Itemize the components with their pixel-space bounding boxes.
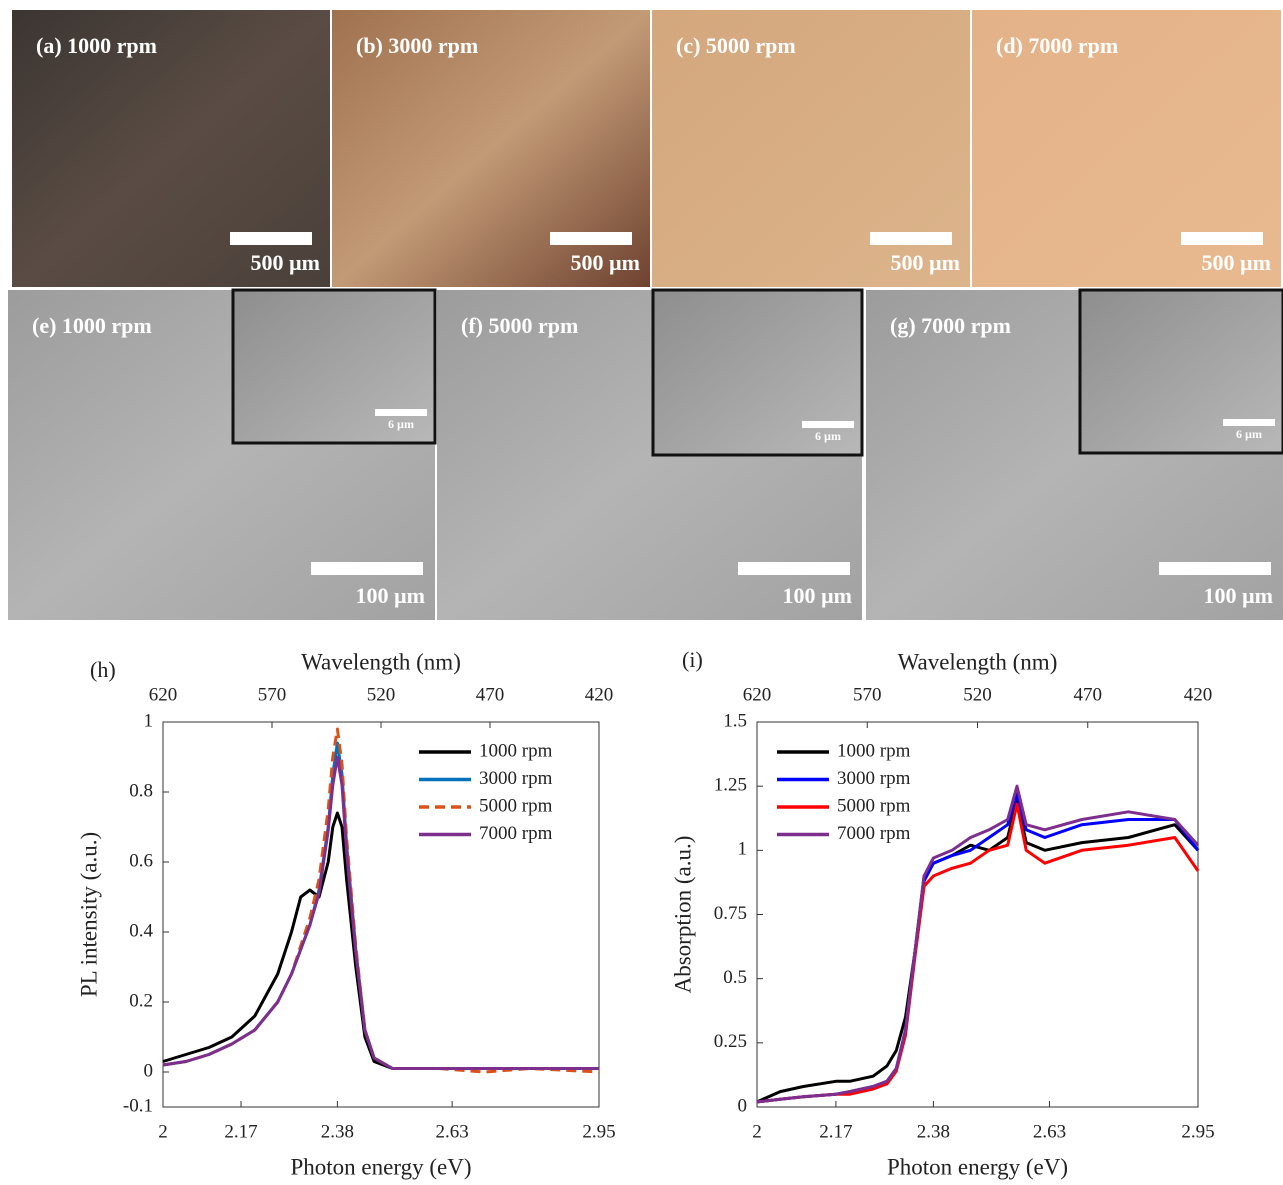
- x-tick-label: 2.63: [436, 1121, 469, 1142]
- series-line: [757, 794, 1198, 1102]
- legend-label: 5000 rpm: [479, 795, 553, 816]
- panel-label: (f) 5000 rpm: [461, 313, 578, 338]
- y-tick-label: 0.5: [723, 967, 747, 988]
- x2-tick-label: 620: [743, 684, 772, 705]
- scale-label: 100 µm: [355, 583, 425, 608]
- y-tick-label: 0.75: [714, 903, 747, 924]
- inset-scale-bar: [375, 409, 427, 416]
- legend-label: 3000 rpm: [837, 768, 911, 789]
- x2-tick-label: 570: [258, 684, 287, 705]
- x2-axis-title: Wavelength (nm): [301, 649, 461, 674]
- x-tick-label: 2.95: [1181, 1121, 1214, 1142]
- scale-label: 500 µm: [570, 250, 640, 275]
- panel-label: (d) 7000 rpm: [996, 33, 1118, 58]
- inset-scale-label: 6 µm: [388, 417, 414, 431]
- y-tick-label: 0.8: [129, 780, 153, 801]
- x-tick-label: 2.17: [224, 1121, 257, 1142]
- x2-tick-label: 620: [149, 684, 178, 705]
- x2-tick-label: 420: [585, 684, 614, 705]
- y-tick-label: 1.25: [714, 775, 747, 796]
- series-line: [163, 743, 599, 1069]
- inset-scale-label: 6 µm: [815, 429, 841, 443]
- x-tick-label: 2.95: [582, 1121, 615, 1142]
- panel-label: (e) 1000 rpm: [32, 313, 152, 338]
- legend-label: 7000 rpm: [479, 823, 553, 844]
- scale-label: 100 µm: [1203, 583, 1273, 608]
- y-tick-label: -0.1: [123, 1095, 153, 1116]
- scale-bar: [311, 562, 423, 575]
- legend-label: 3000 rpm: [479, 768, 553, 789]
- legend-label: 5000 rpm: [837, 795, 911, 816]
- x2-tick-label: 570: [853, 684, 882, 705]
- series-line: [757, 804, 1198, 1102]
- x-axis-title: Photon energy (eV): [887, 1154, 1068, 1179]
- panel-label: (g) 7000 rpm: [890, 313, 1011, 338]
- x2-tick-label: 420: [1184, 684, 1213, 705]
- x-tick-label: 2: [752, 1121, 762, 1142]
- x2-axis-title: Wavelength (nm): [898, 649, 1058, 674]
- series-line: [163, 813, 599, 1069]
- scale-label: 500 µm: [250, 250, 320, 275]
- panel-label: (c) 5000 rpm: [676, 33, 796, 58]
- panel-label: (a) 1000 rpm: [36, 33, 157, 58]
- y-tick-label: 0: [144, 1060, 154, 1081]
- x-tick-label: 2.38: [917, 1121, 950, 1142]
- inset-scale-bar: [1223, 419, 1275, 426]
- y-tick-label: 0.6: [129, 850, 153, 871]
- legend-label: 7000 rpm: [837, 823, 911, 844]
- y-tick-label: 1.5: [723, 710, 747, 731]
- x-axis-title: Photon energy (eV): [291, 1154, 472, 1179]
- panel-label: (b) 3000 rpm: [356, 33, 478, 58]
- x2-tick-label: 470: [476, 684, 505, 705]
- y-tick-label: 0: [738, 1095, 748, 1116]
- scale-label: 100 µm: [782, 583, 852, 608]
- legend-label: 1000 rpm: [837, 740, 911, 761]
- scale-bar: [1181, 232, 1263, 245]
- y-axis-title: Absorption (a.u.): [670, 836, 695, 994]
- legend-label: 1000 rpm: [479, 740, 553, 761]
- scale-label: 500 µm: [890, 250, 960, 275]
- panel-label: (i): [682, 647, 703, 672]
- y-tick-label: 0.2: [129, 990, 153, 1011]
- figure: (a) 1000 rpm 500 µm (b) 3000 rpm 500 µm (c) …: [0, 0, 1283, 1185]
- x-tick-label: 2.17: [819, 1121, 852, 1142]
- scale-label: 500 µm: [1201, 250, 1271, 275]
- y-tick-label: 0.25: [714, 1031, 747, 1052]
- x-tick-label: 2.38: [321, 1121, 354, 1142]
- inset-scale-bar: [802, 421, 854, 428]
- y-axis-title: PL intensity (a.u.): [76, 832, 101, 997]
- scale-bar: [870, 232, 952, 245]
- scale-bar: [738, 562, 850, 575]
- x2-tick-label: 520: [963, 684, 992, 705]
- x2-tick-label: 470: [1074, 684, 1103, 705]
- scale-bar: [1159, 562, 1271, 575]
- scale-bar: [230, 232, 312, 245]
- y-tick-label: 1: [738, 839, 748, 860]
- scale-bar: [550, 232, 632, 245]
- x-tick-label: 2.63: [1033, 1121, 1066, 1142]
- inset-scale-label: 6 µm: [1236, 427, 1262, 441]
- panel-label: (h): [90, 657, 116, 682]
- y-tick-label: 1: [144, 710, 154, 731]
- y-tick-label: 0.4: [129, 920, 153, 941]
- x-tick-label: 2: [158, 1121, 168, 1142]
- x2-tick-label: 520: [367, 684, 396, 705]
